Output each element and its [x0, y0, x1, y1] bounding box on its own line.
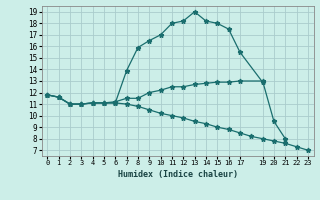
X-axis label: Humidex (Indice chaleur): Humidex (Indice chaleur): [118, 170, 237, 179]
